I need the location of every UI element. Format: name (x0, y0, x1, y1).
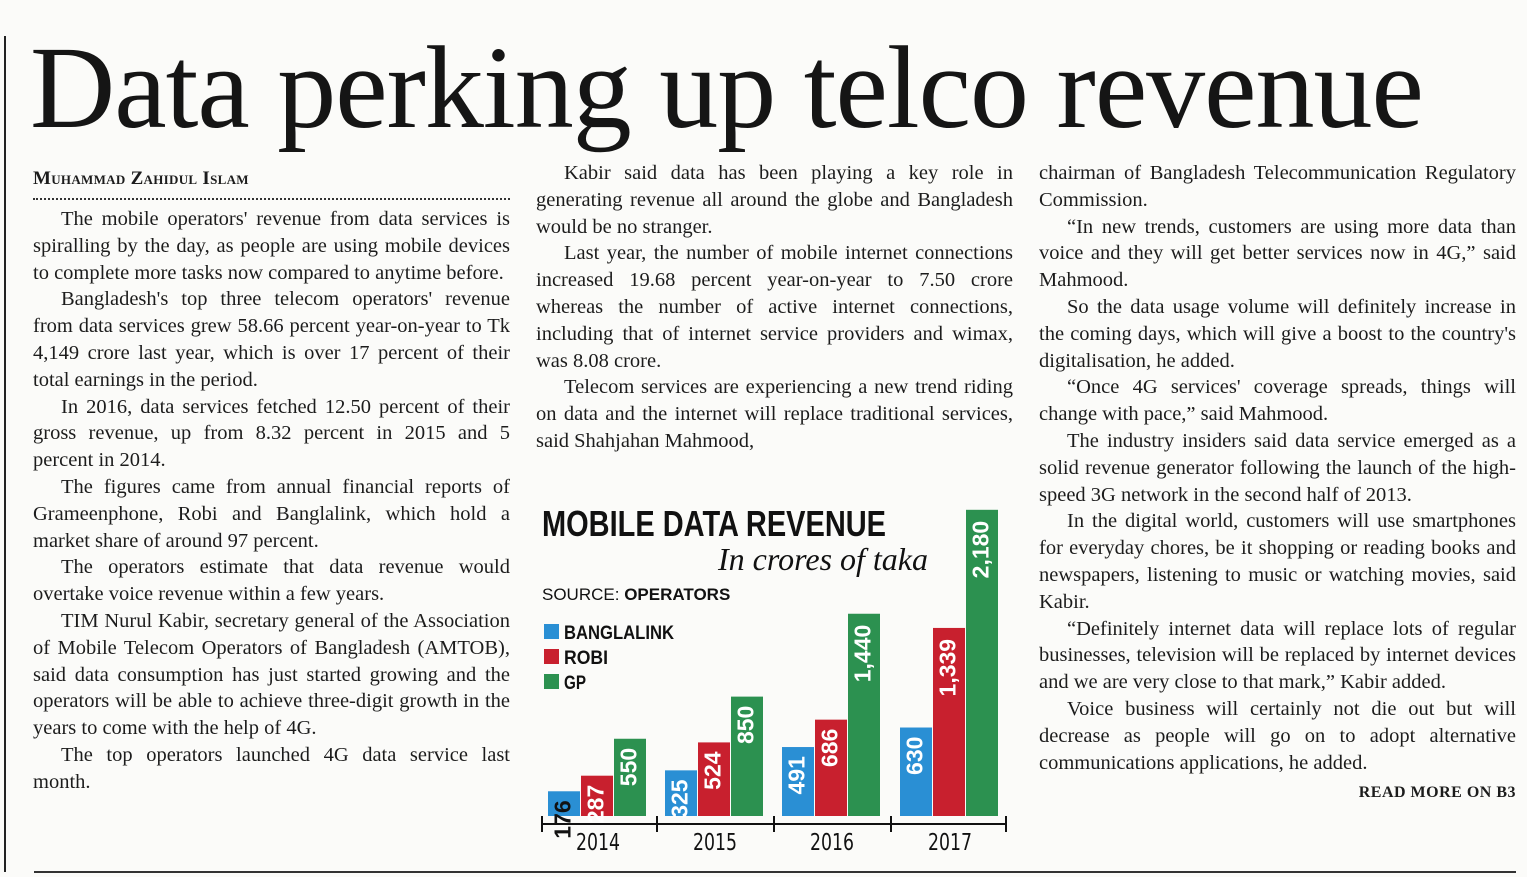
column-1: Muhammad Zahidul Islam The mobile operat… (33, 160, 510, 796)
paragraph: chairman of Bangladesh Telecommunication… (1039, 162, 1516, 211)
legend-label-banglalink: BANGLALINK (564, 623, 674, 644)
paragraph: TIM Nurul Kabir, secretary general of th… (33, 609, 510, 740)
x-tick-label-2014: 2014 (576, 830, 620, 856)
paragraph: Telecom services are experiencing a new … (536, 376, 1013, 452)
chart-subtitle: In crores of taka (717, 541, 928, 577)
chart-title: MOBILE DATA REVENUE (542, 503, 886, 544)
bottom-rule (34, 871, 1516, 873)
bar-gp-2015 (731, 696, 763, 816)
legend-swatch-gp (544, 674, 559, 689)
x-tick-label-2016: 2016 (810, 830, 854, 856)
bar-banglalink-2016 (782, 747, 814, 816)
column-1-body: The mobile operators' revenue from data … (33, 206, 510, 796)
x-tick-label-2015: 2015 (693, 830, 737, 856)
byline-divider (33, 198, 510, 200)
bar-banglalink-2017 (900, 727, 932, 816)
bar-banglalink-2015 (665, 770, 697, 816)
column-2: Kabir said data has been playing a key r… (536, 160, 1013, 455)
paragraph: The industry insiders said data service … (1039, 429, 1516, 506)
bar-gp-2014 (614, 738, 646, 816)
data-label-gp-2017: 2,180 (968, 521, 994, 579)
bar-robi-2017 (933, 627, 965, 816)
paragraph: Last year, the number of mobile internet… (536, 242, 1013, 372)
column-3: chairman of Bangladesh Telecommunication… (1039, 160, 1516, 806)
bar-robi-2016 (815, 719, 847, 816)
bar-robi-2014 (581, 775, 613, 816)
paragraph: “Once 4G services' coverage spreads, thi… (1039, 376, 1516, 426)
data-label-banglalink-2016: 491 (784, 756, 810, 795)
headline: Data perking up telco revenue (30, 22, 1424, 153)
left-column-rule (4, 36, 6, 872)
read-more-link[interactable]: READ MORE ON B3 (1358, 784, 1516, 802)
data-label-banglalink-2014: 176 (550, 800, 576, 838)
paragraph: Voice business will certainly not die ou… (1039, 697, 1516, 774)
bar-gp-2017 (966, 509, 998, 816)
data-label-gp-2016: 1,440 (850, 625, 876, 683)
bar-gp-2016 (848, 613, 880, 816)
data-label-robi-2016: 686 (817, 729, 843, 767)
paragraph: The operators estimate that data revenue… (33, 556, 510, 606)
data-label-robi-2015: 524 (700, 751, 726, 790)
legend-swatch-banglalink (544, 624, 559, 639)
paragraph: In 2016, data services fetched 12.50 per… (33, 395, 510, 472)
legend-swatch-robi (544, 649, 559, 664)
paragraph: “In new trends, customers are using more… (1039, 215, 1516, 292)
bar-banglalink-2014 (548, 791, 580, 816)
column-3-body: chairman of Bangladesh Telecommunication… (1039, 160, 1516, 776)
paragraph: Kabir said data has been playing a key r… (536, 162, 1013, 238)
paragraph: So the data usage volume will definitely… (1039, 295, 1516, 372)
data-label-banglalink-2017: 630 (902, 737, 928, 775)
paragraph: “Definitely internet data will replace l… (1039, 617, 1516, 694)
paragraph: Bangladesh's top three telecom operators… (33, 288, 510, 391)
bar-robi-2015 (698, 742, 730, 816)
paragraph: The figures came from annual financial r… (33, 475, 510, 552)
chart-source: SOURCE: OPERATORS (542, 585, 730, 604)
data-label-robi-2017: 1,339 (935, 639, 961, 697)
paragraph: The top operators launched 4G data servi… (33, 743, 510, 793)
paragraph: The mobile operators' revenue from data … (33, 208, 510, 284)
column-2-body: Kabir said data has been playing a key r… (536, 160, 1013, 455)
legend-label-robi: ROBI (564, 648, 608, 669)
data-label-robi-2014: 287 (583, 785, 609, 823)
data-label-banglalink-2015: 325 (667, 779, 693, 818)
legend-label-gp: GP (564, 673, 586, 694)
x-tick-label-2017: 2017 (928, 830, 972, 856)
data-label-gp-2014: 550 (616, 748, 642, 786)
byline: Muhammad Zahidul Islam (33, 168, 249, 189)
paragraph: In the digital world, customers will use… (1039, 510, 1516, 613)
data-label-gp-2015: 850 (733, 706, 759, 744)
